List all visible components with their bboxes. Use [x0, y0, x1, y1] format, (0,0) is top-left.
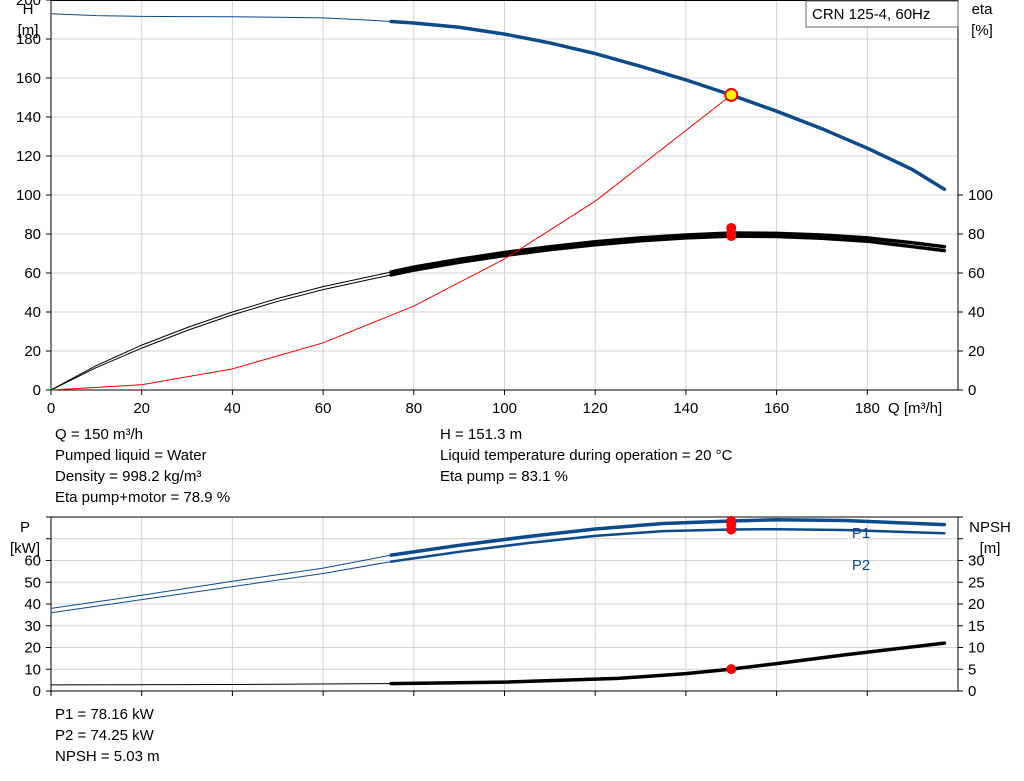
y-right-tick-label: 0	[968, 382, 976, 399]
info-eta-pump: Eta pump = 83.1 %	[440, 468, 568, 485]
y-left-tick-label: 20	[24, 640, 41, 657]
y-right-tick-label: 100	[968, 187, 993, 204]
y-left-tick-label: 0	[33, 382, 41, 399]
y-right-tick-label: 15	[968, 618, 985, 635]
y-left-axis-label: P	[20, 519, 30, 536]
x-tick-label: 80	[405, 400, 422, 417]
y-left-tick-label: 50	[24, 574, 41, 591]
title-box	[805, 0, 959, 28]
y-left-tick-label: 120	[16, 148, 41, 165]
series-label-p1: P1	[852, 525, 870, 542]
y-right-tick-label: 30	[968, 553, 985, 570]
chart-title: CRN 125-4, 60Hz	[812, 6, 930, 23]
y-left-tick-label: 10	[24, 661, 41, 678]
head-curve-thin	[50, 13, 392, 22]
info-left-top: Q = 150 m³/h Pumped liquid = Water Densi…	[55, 424, 230, 508]
npsh-curve-thick	[389, 641, 947, 686]
eta-marker-dot	[726, 231, 737, 242]
y-left-tick-label: 140	[16, 109, 41, 126]
x-axis-label: Q [m³/h]	[888, 400, 942, 417]
p1-curve-thin	[50, 554, 392, 609]
info-npsh: NPSH = 5.03 m	[55, 748, 160, 765]
system-curve-line	[50, 94, 732, 391]
eta-pump-motor-curve-thick	[389, 234, 947, 277]
eta-pump-curve-thick	[389, 231, 947, 274]
y-right-axis-label: NPSH	[969, 519, 1011, 536]
y-left-axis-label: H	[23, 1, 34, 18]
info-bottom: P1 = 78.16 kW P2 = 74.25 kW NPSH = 5.03 …	[55, 704, 160, 767]
y-left-tick-label: 30	[24, 618, 41, 635]
eta-pump-curve-thin	[50, 271, 392, 391]
series-label-p2: P2	[852, 557, 870, 574]
operating-marker-dot	[726, 524, 737, 535]
info-head: H = 151.3 m	[440, 426, 523, 443]
duty-point-marker	[724, 87, 739, 102]
info-temperature: Liquid temperature during operation = 20…	[440, 447, 733, 464]
x-tick-label: 160	[764, 400, 789, 417]
info-p1: P1 = 78.16 kW	[55, 706, 154, 723]
info-right-top: H = 151.3 m Liquid temperature during op…	[440, 424, 732, 487]
y-left-tick-label: 80	[24, 226, 41, 243]
x-tick-label: 60	[315, 400, 332, 417]
y-right-tick-label: 40	[968, 304, 985, 321]
y-right-tick-label: 20	[968, 596, 985, 613]
p2-curve-thin	[50, 561, 392, 614]
y-right-tick-label: 0	[968, 683, 976, 700]
y-left-tick-label: 40	[24, 304, 41, 321]
x-tick-label: 0	[47, 400, 55, 417]
y-left-tick-label: 20	[24, 343, 41, 360]
y-left-tick-label: 40	[24, 596, 41, 613]
y-right-tick-label: 5	[968, 661, 976, 678]
info-density: Density = 998.2 kg/m³	[55, 468, 202, 485]
y-left-tick-label: 60	[24, 553, 41, 570]
y-left-tick-label: 200	[16, 0, 41, 9]
info-eta-pump-motor: Eta pump+motor = 78.9 %	[55, 489, 231, 506]
y-left-axis-unit: [m]	[18, 22, 39, 39]
y-left-tick-label: 60	[24, 265, 41, 282]
x-tick-label: 100	[492, 400, 517, 417]
info-p2: P2 = 74.25 kW	[55, 727, 154, 744]
y-left-tick-label: 0	[33, 683, 41, 700]
y-right-axis-unit: [m]	[980, 540, 1001, 557]
y-right-tick-label: 60	[968, 265, 985, 282]
y-right-axis-label: eta	[972, 1, 994, 18]
info-liquid: Pumped liquid = Water	[55, 447, 207, 464]
head-curve-thick	[389, 19, 947, 191]
eta-pump-motor-curve-thin	[50, 274, 392, 391]
x-tick-label: 140	[673, 400, 698, 417]
npsh-curve-thin	[50, 683, 392, 686]
x-tick-label: 20	[133, 400, 150, 417]
x-tick-label: 180	[855, 400, 880, 417]
y-right-axis-unit: [%]	[971, 22, 993, 39]
y-left-axis-unit: [kW]	[10, 540, 40, 557]
y-left-tick-label: 180	[16, 31, 41, 48]
x-tick-label: 120	[583, 400, 608, 417]
y-left-tick-label: 160	[16, 70, 41, 87]
x-tick-label: 40	[224, 400, 241, 417]
y-right-tick-label: 10	[968, 640, 985, 657]
info-flow: Q = 150 m³/h	[55, 426, 143, 443]
y-right-tick-label: 25	[968, 574, 985, 591]
operating-marker-dot	[726, 664, 737, 675]
p1-curve-thick	[389, 518, 947, 557]
y-right-tick-label: 20	[968, 343, 985, 360]
y-right-tick-label: 80	[968, 226, 985, 243]
p2-curve-thick	[389, 527, 946, 563]
y-left-tick-label: 100	[16, 187, 41, 204]
